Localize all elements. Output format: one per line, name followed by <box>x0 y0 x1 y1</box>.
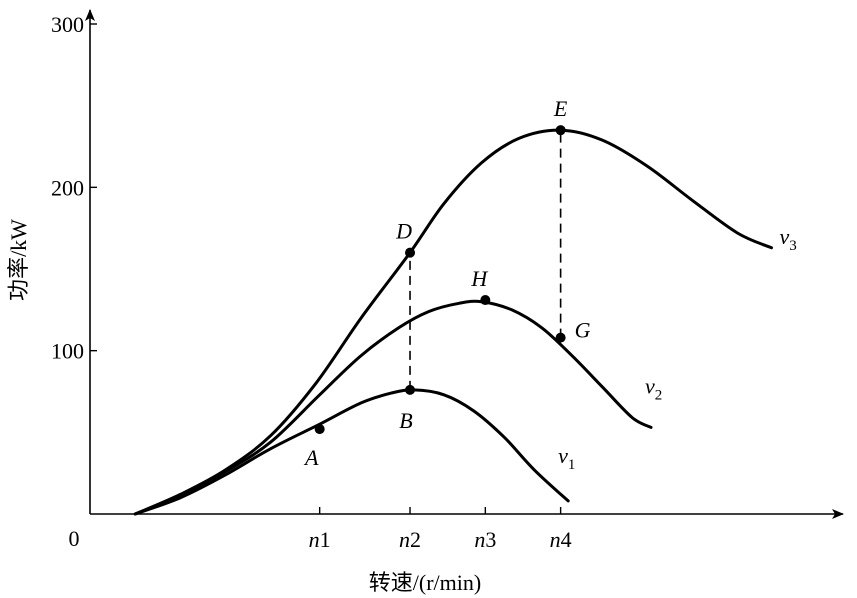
series-label-v1: v1 <box>558 443 575 473</box>
y-tick-label: 300 <box>51 12 84 37</box>
point-label-B: B <box>399 408 412 433</box>
y-axis-label: 功率/kW <box>6 219 31 301</box>
point-label-H: H <box>470 266 488 291</box>
x-tick-label: n1 <box>309 527 331 552</box>
origin-label: 0 <box>69 526 80 551</box>
series-group <box>133 128 773 516</box>
point-label-D: D <box>395 219 412 244</box>
y-tick-label: 200 <box>51 175 84 200</box>
y-tick-label: 100 <box>51 339 84 364</box>
labeled-points: A B D H E G <box>303 96 591 470</box>
dashed-guides <box>409 130 562 390</box>
series-label-v2: v2 <box>645 373 662 403</box>
point-marker-E <box>555 125 566 136</box>
point-marker-G <box>555 332 566 343</box>
point-label-A: A <box>303 445 319 470</box>
x-tick-group: n1 n2 n3 n4 <box>309 507 572 552</box>
series-labels: v1 v2 v3 <box>558 224 797 473</box>
series-line-v2 <box>133 299 653 516</box>
point-label-G: G <box>575 318 591 343</box>
series-line-v1 <box>133 388 570 516</box>
point-marker-H <box>480 295 491 306</box>
x-tick-label: n2 <box>399 527 421 552</box>
point-label-E: E <box>553 96 568 121</box>
point-marker-D <box>405 247 416 258</box>
y-tick-group: 100 200 300 <box>51 12 97 364</box>
x-tick-label: n3 <box>474 527 496 552</box>
x-axis-label: 转速/(r/min) <box>369 570 481 595</box>
x-tick-label: n4 <box>550 527 572 552</box>
series-line-v3 <box>133 128 773 516</box>
series-label-v3: v3 <box>779 224 796 254</box>
point-marker-A <box>314 424 325 435</box>
point-marker-B <box>405 384 416 395</box>
